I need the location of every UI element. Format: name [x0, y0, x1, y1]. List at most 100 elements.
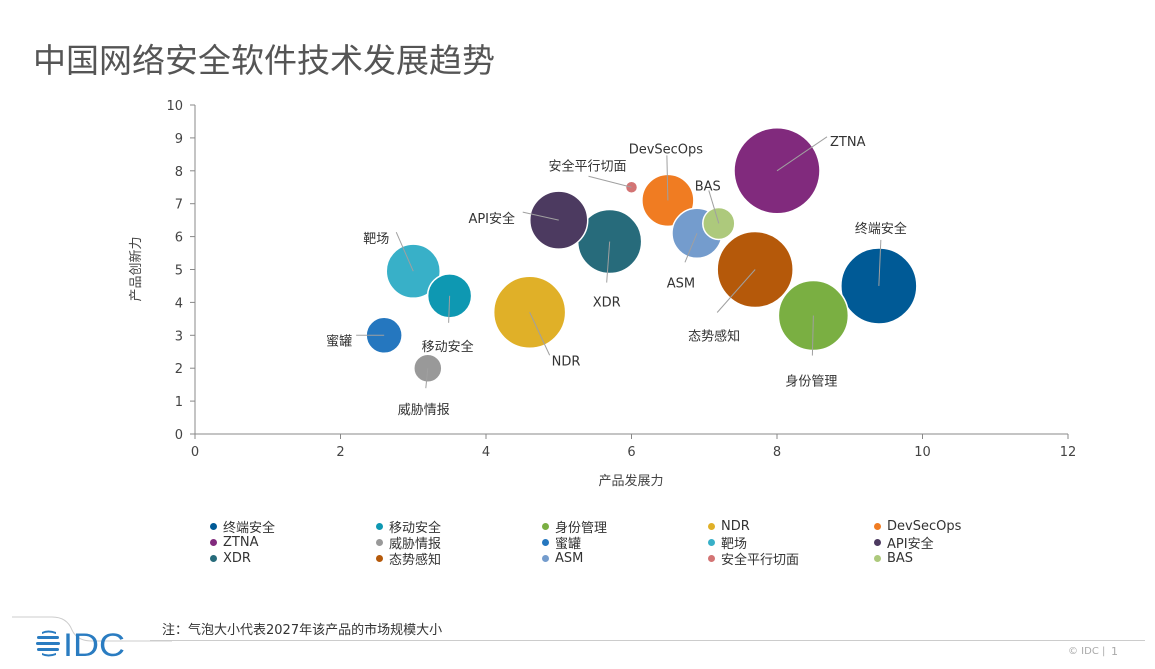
x-axis-label: 产品发展力 [598, 473, 663, 489]
legend-item[interactable]: 移动安全 [376, 518, 542, 536]
legend-label: 移动安全 [389, 520, 442, 536]
legend-label: API安全 [887, 536, 934, 552]
legend: 终端安全 移动安全 身份管理 NDR DevSecOps ZTNA 威胁情报 蜜罐 靶场 API安… [210, 518, 1070, 568]
legend-marker-icon [210, 522, 217, 530]
bubble-label: ASM [667, 276, 695, 291]
legend-label: 威胁情报 [389, 536, 442, 552]
legend-marker-icon [542, 522, 549, 530]
legend-item[interactable]: 威胁情报 [376, 534, 542, 552]
leader-line [448, 295, 451, 323]
y-tick-label: 3 [175, 329, 183, 344]
legend-item[interactable]: XDR [210, 550, 376, 566]
y-tick-label: 5 [175, 264, 183, 279]
legend-marker-icon [708, 522, 715, 530]
bubble-label: XDR [593, 296, 621, 311]
page-number: 1 [1111, 645, 1118, 658]
footer-divider [12, 616, 172, 642]
leader-line [606, 241, 611, 283]
bubble-label: 蜜罐 [326, 334, 352, 349]
legend-label: XDR [223, 550, 251, 566]
bubble-label: 靶场 [363, 232, 389, 247]
y-tick-label: 0 [175, 428, 183, 443]
y-tick-label: 8 [175, 165, 183, 180]
legend-item[interactable]: 靶场 [708, 534, 874, 552]
legend-item[interactable]: API安全 [874, 534, 1040, 552]
legend-marker-icon [376, 554, 383, 562]
legend-item[interactable]: NDR [708, 518, 874, 534]
y-tick-label: 1 [175, 395, 183, 410]
x-tick-label: 2 [336, 445, 344, 460]
y-tick-label: 9 [175, 132, 183, 147]
legend-label: 态势感知 [389, 552, 442, 568]
leader-line [684, 233, 698, 263]
legend-item[interactable]: 蜜罐 [542, 534, 708, 552]
legend-marker-icon [376, 522, 383, 530]
bubble-label: 威胁情报 [398, 403, 450, 418]
leader-line [529, 312, 551, 356]
leader-line [395, 231, 414, 272]
legend-label: 靶场 [721, 536, 748, 552]
legend-marker-icon [708, 554, 715, 562]
legend-label: 蜜罐 [555, 536, 582, 552]
legend-item[interactable]: 身份管理 [542, 518, 708, 536]
x-tick-label: 4 [482, 445, 490, 460]
legend-item[interactable]: ZTNA [210, 534, 376, 550]
legend-marker-icon [210, 538, 217, 546]
legend-marker-icon [708, 538, 715, 546]
leader-line [776, 136, 828, 172]
legend-item[interactable]: 终端安全 [210, 518, 376, 536]
bubble-label: ZTNA [830, 135, 866, 150]
x-tick-label: 12 [1060, 445, 1077, 460]
bubble-label: DevSecOps [629, 142, 704, 157]
copyright: © IDC | [1068, 646, 1106, 657]
y-tick-label: 4 [175, 296, 183, 311]
leader-line [666, 155, 669, 201]
legend-marker-icon [376, 538, 383, 546]
legend-item[interactable]: BAS [874, 550, 1040, 566]
y-tick-label: 10 [166, 99, 183, 114]
leader-line [522, 211, 559, 221]
bubble-label: 身份管理 [785, 374, 837, 390]
page-title: 中国网络安全软件技术发展趋势 [33, 41, 495, 80]
bubble-label: 移动安全 [422, 339, 474, 355]
legend-marker-icon [542, 554, 549, 562]
idc-logo: IDC [36, 628, 125, 658]
legend-label: ASM [555, 550, 584, 566]
legend-item[interactable]: ASM [542, 550, 708, 566]
y-tick-label: 2 [175, 362, 183, 377]
leader-line [708, 190, 720, 224]
leader-line [811, 315, 814, 356]
bubble-label: 终端安全 [855, 221, 907, 237]
y-tick-label: 6 [175, 231, 183, 246]
legend-label: 安全平行切面 [721, 552, 800, 568]
legend-label: ZTNA [223, 534, 259, 550]
legend-item[interactable]: DevSecOps [874, 518, 1040, 534]
size-note: 注：气泡大小代表2027年该产品的市场规模大小 [162, 623, 443, 638]
legend-label: 终端安全 [223, 520, 276, 536]
legend-marker-icon [874, 538, 881, 546]
legend-marker-icon [542, 538, 549, 546]
bubble-label: BAS [695, 179, 721, 194]
bubble-label: API安全 [468, 211, 515, 227]
footer-line [150, 640, 1145, 641]
legend-item[interactable]: 态势感知 [376, 550, 542, 568]
x-tick-label: 6 [627, 445, 635, 460]
bubble-label: 态势感知 [688, 329, 740, 345]
y-tick-label: 7 [175, 198, 183, 213]
legend-label: DevSecOps [887, 518, 962, 534]
legend-marker-icon [874, 554, 881, 562]
y-axis-label: 产品创新力 [128, 236, 144, 301]
leader-line [716, 269, 756, 313]
leader-line [878, 239, 882, 286]
legend-marker-icon [874, 522, 881, 530]
svg-text:IDC: IDC [63, 628, 125, 658]
legend-label: 身份管理 [555, 520, 608, 536]
legend-item[interactable]: 安全平行切面 [708, 550, 874, 568]
leader-line [588, 175, 632, 188]
bubble-label: NDR [552, 354, 581, 369]
bubble-label: 安全平行切面 [548, 158, 626, 174]
x-tick-label: 10 [914, 445, 931, 460]
